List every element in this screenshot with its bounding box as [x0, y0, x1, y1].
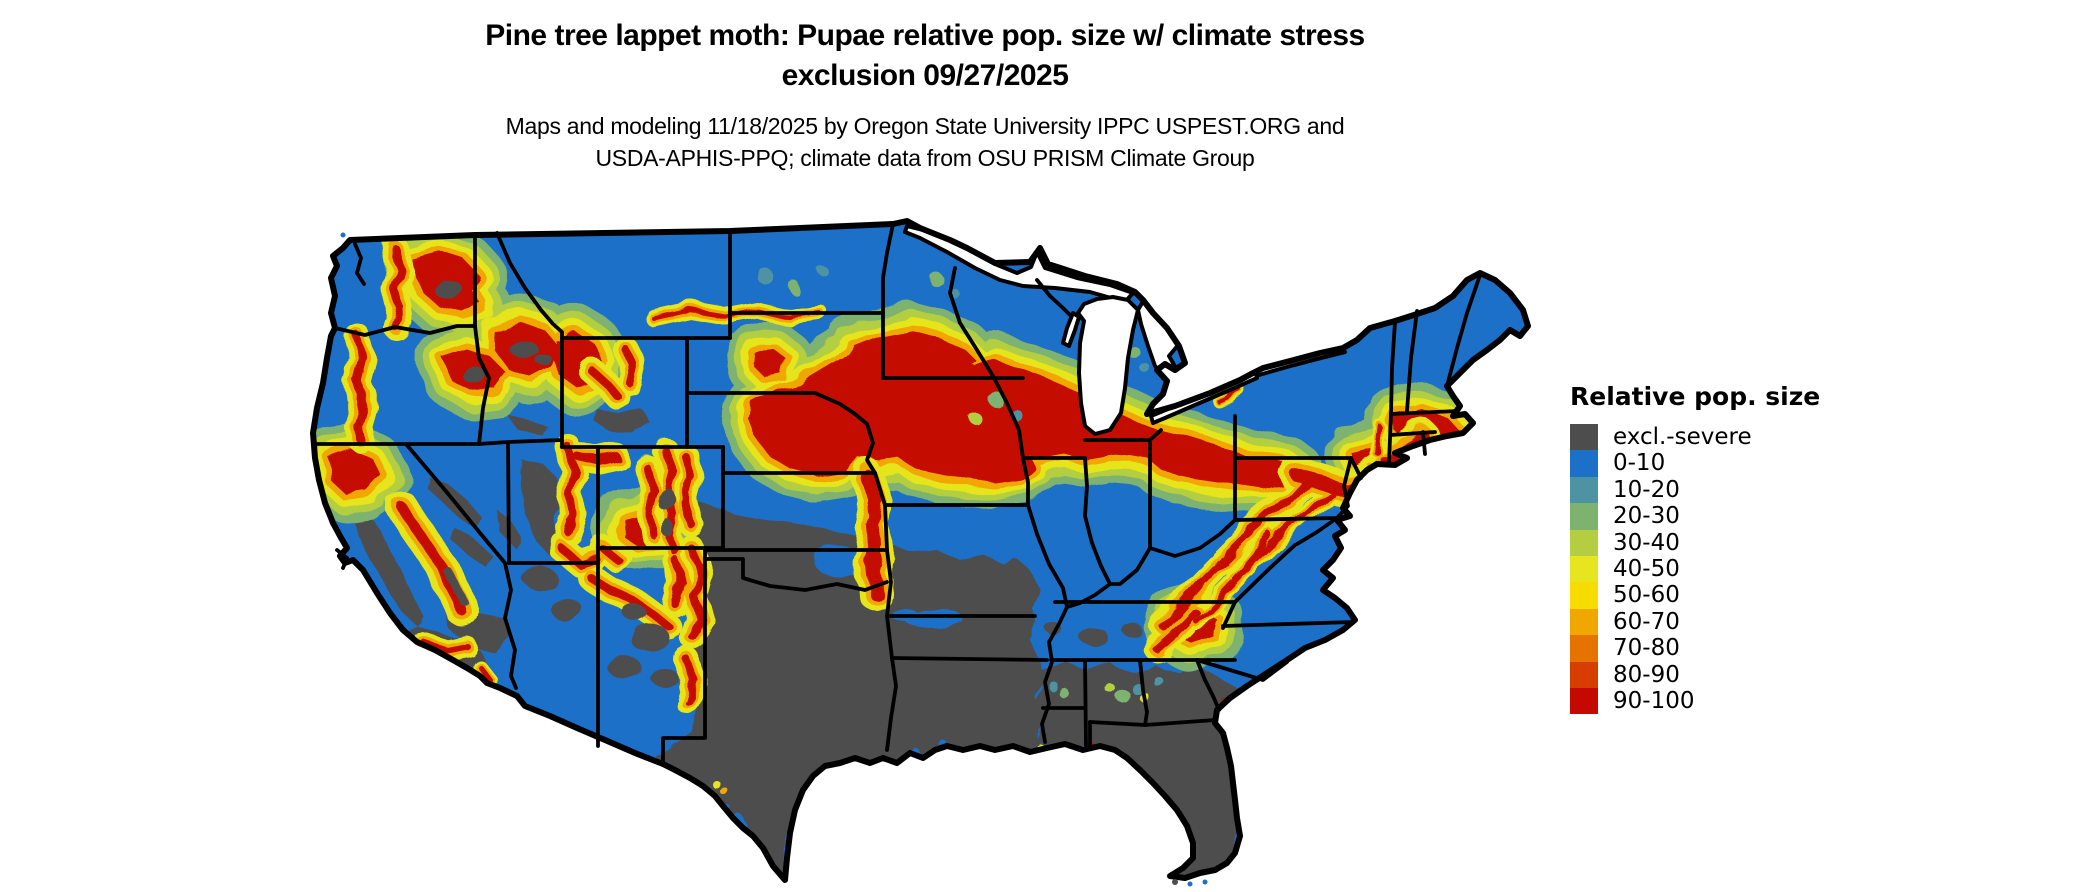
legend-label: 60-70 — [1613, 608, 1680, 635]
legend-swatch-70-80 — [1570, 635, 1598, 662]
lake-michigan — [1076, 295, 1140, 436]
legend-item: 60-70 — [1570, 608, 1870, 636]
map-raster-layers — [313, 221, 1528, 880]
legend-label: excl.-severe — [1613, 424, 1752, 450]
us-choropleth-map — [295, 218, 1540, 892]
legend-items: excl.-severe 0-10 10-20 20-30 30-40 40-5… — [1570, 424, 1870, 715]
green-bay — [1061, 311, 1081, 348]
legend-label: 40-50 — [1613, 555, 1680, 582]
legend-item: 20-30 — [1570, 503, 1870, 530]
legend-item: 80-90 — [1570, 661, 1870, 688]
legend-item: excl.-severe — [1570, 424, 1870, 451]
map-subtitle: Maps and modeling 11/18/2025 by Oregon S… — [300, 110, 1550, 174]
legend-swatch-90-100 — [1570, 687, 1598, 715]
legend-label: 50-60 — [1613, 582, 1680, 609]
map-subtitle-line2: USDA-APHIS-PPQ; climate data from OSU PR… — [595, 145, 1255, 171]
legend-label: 10-20 — [1613, 476, 1680, 503]
legend-swatch-50-60 — [1570, 582, 1598, 609]
legend-label: 0-10 — [1613, 450, 1666, 477]
puget-sound — [353, 242, 366, 286]
legend-label: 90-100 — [1613, 687, 1695, 714]
legend-swatch-40-50 — [1570, 555, 1598, 583]
map-header: Pine tree lappet moth: Pupae relative po… — [300, 16, 1550, 174]
florida-keys — [1172, 879, 1208, 887]
legend-label: 30-40 — [1613, 529, 1680, 556]
legend-item: 50-60 — [1570, 582, 1870, 609]
state-borders — [311, 222, 1482, 766]
legend-swatch-60-70 — [1570, 608, 1598, 636]
legend: Relative pop. size excl.-severe 0-10 10-… — [1570, 382, 1870, 715]
us-map-svg — [295, 218, 1540, 887]
legend-label: 70-80 — [1613, 635, 1680, 662]
legend-swatch-80-90 — [1570, 661, 1598, 688]
legend-item: 10-20 — [1570, 476, 1870, 504]
sf-bay — [335, 548, 349, 570]
map-layer-speckles — [433, 268, 1389, 794]
legend-label: 20-30 — [1613, 503, 1680, 530]
legend-item: 90-100 — [1570, 687, 1870, 715]
legend-item: 40-50 — [1570, 555, 1870, 583]
map-title-line1: Pine tree lappet moth: Pupae relative po… — [485, 19, 1365, 52]
map-layer-excluded — [351, 408, 1287, 880]
legend-swatch-20-30 — [1570, 503, 1598, 530]
legend-swatch-excl-severe — [1570, 424, 1598, 451]
legend-item: 30-40 — [1570, 529, 1870, 556]
legend-title: Relative pop. size — [1570, 382, 1821, 411]
legend-label: 80-90 — [1613, 661, 1680, 688]
map-stray-pixel — [340, 232, 346, 238]
map-subtitle-line1: Maps and modeling 11/18/2025 by Oregon S… — [505, 113, 1345, 139]
legend-swatch-0-10 — [1570, 450, 1598, 477]
legend-swatch-10-20 — [1570, 476, 1598, 504]
map-title-line2: exclusion 09/27/2025 — [781, 59, 1069, 92]
legend-item: 70-80 — [1570, 635, 1870, 662]
legend-item: 0-10 — [1570, 450, 1870, 477]
legend-swatch-30-40 — [1570, 529, 1598, 556]
